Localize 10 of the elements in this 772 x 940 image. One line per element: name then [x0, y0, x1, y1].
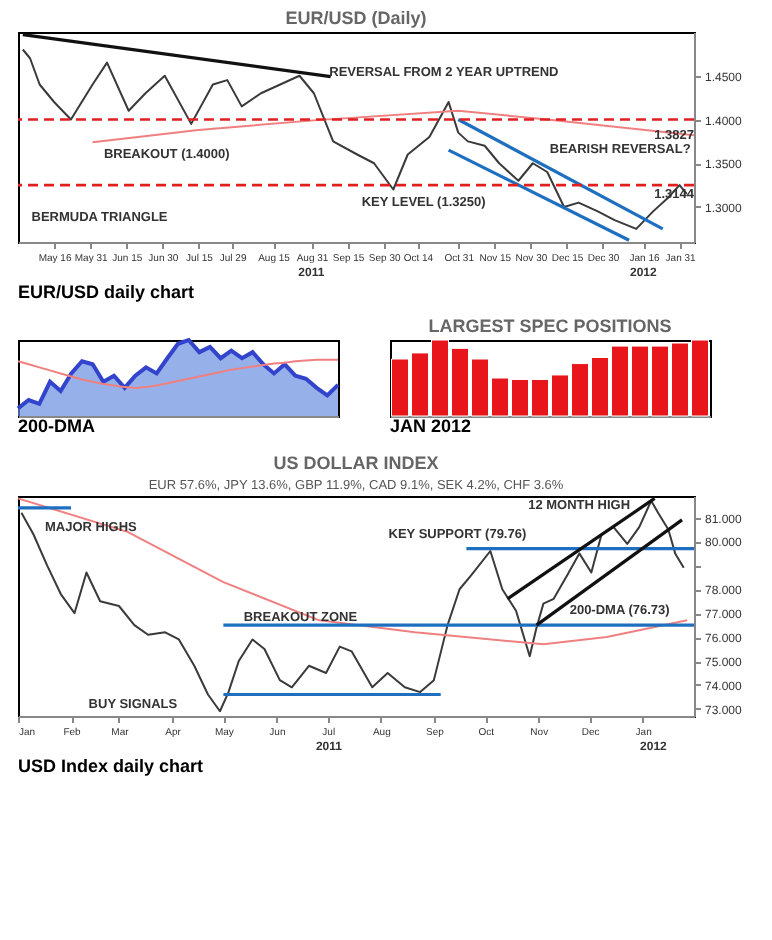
chart-title: LARGEST SPEC POSITIONS [428, 315, 672, 336]
chart-title: US DOLLAR INDEX [273, 453, 439, 473]
text: EUR/USD daily chart [18, 282, 195, 302]
line-series [20, 499, 685, 713]
line-series [91, 109, 695, 144]
text: USD Index daily chart [18, 756, 204, 776]
line-series [17, 497, 689, 646]
annotation: 200-DMA [18, 416, 97, 436]
annotation: JAN 2012 [390, 416, 472, 436]
chart-title: EUR/USD (Daily) [285, 8, 427, 28]
